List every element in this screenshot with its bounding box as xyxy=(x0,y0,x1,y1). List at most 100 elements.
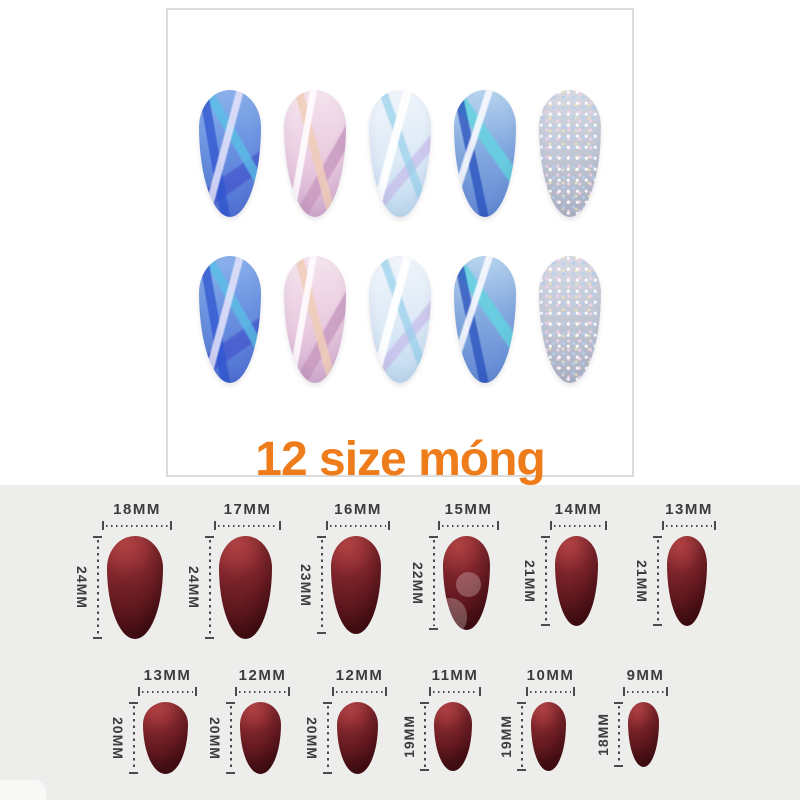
width-measure-line xyxy=(214,521,281,530)
width-label: 10MM xyxy=(526,667,575,684)
nail-tip-pink-iridescent xyxy=(284,90,346,217)
size-chart-item: 10MM 19MM xyxy=(498,667,595,774)
length-measure-line xyxy=(517,702,526,771)
size-chart-row: 18MM 24MM 17MM 24MM 16MM xyxy=(74,501,800,639)
size-chart-item: 13MM 20MM xyxy=(110,667,207,774)
nail-tip-silver-holo-glitter xyxy=(539,90,601,217)
nail-tip-blue-teal-shattered-glass xyxy=(454,256,516,383)
width-measure-line xyxy=(438,521,499,530)
photo-nail-row xyxy=(199,256,601,383)
size-chart-item-body: 21MM xyxy=(522,536,598,626)
size-chart-item: 12MM 20MM xyxy=(207,667,304,774)
length-label: 19MM xyxy=(401,715,417,758)
length-label: 24MM xyxy=(74,566,90,609)
size-chart-item-body: 20MM xyxy=(207,702,281,774)
width-label: 14MM xyxy=(554,501,603,518)
length-label: 24MM xyxy=(186,566,202,609)
size-chart-item: 9MM 18MM xyxy=(595,667,692,774)
size-chart-item: 12MM 20MM xyxy=(304,667,401,774)
length-measure-line xyxy=(317,536,326,634)
size-chart-section: 18MM 24MM 17MM 24MM 16MM xyxy=(0,485,800,800)
length-measure: 23MM xyxy=(298,536,326,634)
width-measure-line xyxy=(102,521,172,530)
size-chart-item-body: 18MM xyxy=(595,702,659,767)
size-chart-item: 17MM 24MM xyxy=(186,501,298,639)
width-measure-line xyxy=(623,687,668,696)
nail-size-swatch xyxy=(434,702,472,771)
width-measure-line xyxy=(326,521,390,530)
length-label: 19MM xyxy=(498,715,514,758)
size-chart-item-body: 20MM xyxy=(304,702,378,774)
length-measure-line xyxy=(205,536,214,639)
size-chart-item-body: 20MM xyxy=(110,702,188,774)
nail-size-swatch xyxy=(331,536,381,634)
size-chart-item: 16MM 23MM xyxy=(298,501,410,639)
nail-size-swatch xyxy=(337,702,378,774)
length-label: 22MM xyxy=(410,561,426,605)
size-chart-row: 13MM 20MM 12MM 20MM 12MM xyxy=(110,667,800,774)
nail-tip-blue-shattered-glass xyxy=(199,256,261,383)
length-label: 21MM xyxy=(522,559,538,603)
width-measure-line xyxy=(526,687,575,696)
width-label: 16MM xyxy=(334,501,382,518)
width-measure: 12MM xyxy=(332,667,387,696)
nail-size-swatch xyxy=(443,536,490,630)
length-measure: 21MM xyxy=(522,536,550,626)
length-measure: 19MM xyxy=(401,702,429,771)
size-chart-item-body: 24MM xyxy=(186,536,272,639)
width-label: 9MM xyxy=(626,667,665,684)
width-label: 15MM xyxy=(444,501,493,518)
width-measure-line xyxy=(550,521,607,530)
nail-size-swatch xyxy=(531,702,566,771)
length-measure-line xyxy=(226,702,235,774)
length-measure: 22MM xyxy=(410,536,438,630)
length-measure: 18MM xyxy=(595,702,623,767)
nail-size-swatch xyxy=(240,702,281,774)
width-measure-line xyxy=(138,687,197,696)
width-measure: 16MM xyxy=(326,501,390,530)
width-measure: 15MM xyxy=(438,501,499,530)
width-label: 12MM xyxy=(238,667,287,684)
width-measure: 13MM xyxy=(662,501,716,530)
length-label: 20MM xyxy=(207,716,223,760)
nail-tip-blue-teal-shattered-glass xyxy=(454,90,516,217)
length-measure: 21MM xyxy=(634,536,662,626)
width-measure-line xyxy=(235,687,290,696)
size-chart-item-body: 19MM xyxy=(498,702,566,771)
length-label: 21MM xyxy=(634,559,650,603)
length-measure: 24MM xyxy=(74,536,102,639)
width-measure: 14MM xyxy=(550,501,607,530)
size-chart-item: 15MM 22MM xyxy=(410,501,522,639)
size-chart-item-body: 23MM xyxy=(298,536,381,634)
nail-tip-silver-holo-glitter xyxy=(539,256,601,383)
width-measure-line xyxy=(332,687,387,696)
nail-size-swatch xyxy=(219,536,272,639)
length-measure-line xyxy=(614,702,623,767)
width-measure: 12MM xyxy=(235,667,290,696)
length-measure: 19MM xyxy=(498,702,526,771)
length-measure: 24MM xyxy=(186,536,214,639)
width-measure: 10MM xyxy=(526,667,575,696)
width-measure-line xyxy=(429,687,481,696)
length-measure: 20MM xyxy=(304,702,332,774)
length-measure-line xyxy=(129,702,138,774)
length-label: 18MM xyxy=(595,713,611,756)
nail-size-swatch xyxy=(628,702,659,767)
length-label: 20MM xyxy=(304,716,320,760)
size-chart-item: 13MM 21MM xyxy=(634,501,746,639)
size-chart-item: 18MM 24MM xyxy=(74,501,186,639)
width-label: 13MM xyxy=(665,501,713,518)
length-measure: 20MM xyxy=(110,702,138,774)
size-chart-item-body: 21MM xyxy=(634,536,707,626)
width-measure: 18MM xyxy=(102,501,172,530)
length-measure-line xyxy=(323,702,332,774)
size-caption: 12 size móng xyxy=(255,433,545,486)
photo-rows xyxy=(199,10,601,383)
size-chart-item: 14MM 21MM xyxy=(522,501,634,639)
length-label: 20MM xyxy=(110,716,126,760)
length-measure: 20MM xyxy=(207,702,235,774)
size-chart-item-body: 24MM xyxy=(74,536,163,639)
photo-nail-row xyxy=(199,90,601,217)
nail-size-swatch xyxy=(667,536,707,626)
